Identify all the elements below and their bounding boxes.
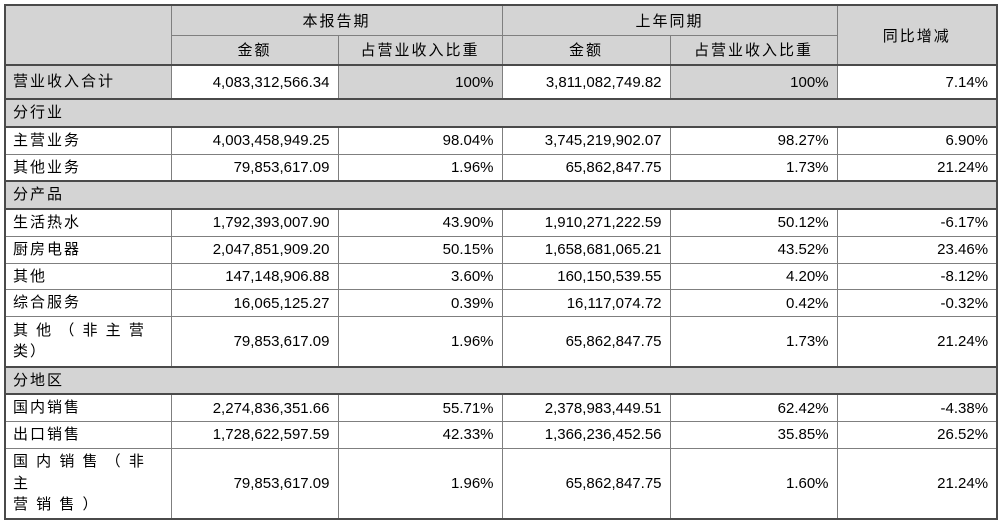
prior-amount-cell: 65,862,847.75 (501, 316, 671, 367)
section-label-cell: 分行业 (4, 98, 998, 128)
table-row: 生活热水 1,792,393,007.90 43.90% 1,910,271,222.… (4, 208, 998, 237)
table-row: 出口销售 1,728,622,597.59 42.33% 1,366,236,452.… (4, 421, 998, 449)
section-label-cell: 分地区 (4, 365, 998, 396)
table-row: 其他 147,148,906.88 3.60% 160,150,539.55 4.20%… (4, 262, 998, 291)
row-label-cell: 国 内 销 售 （ 非 主 营 销 售 ） (4, 447, 172, 520)
current-ratio-cell: 50.15% (337, 235, 503, 264)
current-amount-cell: 79,853,617.09 (170, 447, 339, 520)
current-ratio-cell: 55.71% (337, 393, 503, 423)
table-row: 其他业务 79,853,617.09 1.96% 65,862,847.75 1.73%… (4, 153, 998, 182)
current-amount-cell: 4,083,312,566.34 (170, 64, 339, 100)
prior-ratio-cell: 50.12% (669, 208, 838, 237)
current-amount-cell: 4,003,458,949.25 (170, 126, 339, 155)
current-amount-cell: 79,853,617.09 (170, 153, 339, 182)
row-label-cell: 厨房电器 (4, 235, 172, 264)
prior-ratio-cell: 100% (669, 64, 838, 100)
table-row: 厨房电器 2,047,851,909.20 50.15% 1,658,681,065.… (4, 235, 998, 264)
prior-ratio-cell: 98.27% (669, 126, 838, 155)
current-amount-cell: 2,047,851,909.20 (170, 235, 339, 264)
current-amount-cell: 2,274,836,351.66 (170, 393, 339, 423)
row-label-cell: 主营业务 (4, 126, 172, 155)
section-header-row: 分地区 (4, 365, 998, 396)
current-amount-cell: 1,792,393,007.90 (170, 208, 339, 237)
yoy-cell: -8.12% (836, 262, 998, 291)
prior-amount-cell: 2,378,983,449.51 (501, 393, 671, 423)
section-label-cell: 分产品 (4, 180, 998, 210)
row-label-cell: 其他业务 (4, 153, 172, 182)
revenue-composition-table: 本报告期 上年同期 同比增减 金额 占营业收入比重 金额 占营业收入比重 营业收… (4, 4, 999, 520)
prior-ratio-cell: 35.85% (669, 421, 838, 449)
prior-amount-cell: 65,862,847.75 (501, 447, 671, 520)
prior-ratio-cell: 1.73% (669, 316, 838, 367)
prior-ratio-header: 占营业收入比重 (669, 34, 838, 66)
current-ratio-cell: 1.96% (337, 447, 503, 520)
prior-period-group-header: 上年同期 (501, 4, 838, 36)
corner-cell (4, 4, 172, 66)
yoy-cell: 23.46% (836, 235, 998, 264)
row-label-cell: 生活热水 (4, 208, 172, 237)
prior-ratio-cell: 1.60% (669, 447, 838, 520)
row-label-cell: 营业收入合计 (4, 64, 172, 100)
current-ratio-cell: 1.96% (337, 316, 503, 367)
current-period-group-header: 本报告期 (170, 4, 503, 36)
yoy-cell: -0.32% (836, 289, 998, 317)
table-row: 国内销售 2,274,836,351.66 55.71% 2,378,983,449.… (4, 393, 998, 423)
yoy-cell: 7.14% (836, 64, 998, 100)
yoy-cell: 21.24% (836, 153, 998, 182)
prior-ratio-cell: 62.42% (669, 393, 838, 423)
yoy-change-header: 同比增减 (836, 4, 998, 66)
current-amount-cell: 147,148,906.88 (170, 262, 339, 291)
current-ratio-cell: 1.96% (337, 153, 503, 182)
current-amount-header: 金额 (170, 34, 339, 66)
current-amount-cell: 1,728,622,597.59 (170, 421, 339, 449)
prior-ratio-cell: 0.42% (669, 289, 838, 317)
current-ratio-cell: 100% (337, 64, 503, 100)
yoy-cell: 21.24% (836, 447, 998, 520)
table-row: 其 他 （ 非 主 营 类） 79,853,617.09 1.96% 65,862,8… (4, 316, 998, 367)
current-amount-cell: 79,853,617.09 (170, 316, 339, 367)
section-header-row: 分行业 (4, 98, 998, 128)
yoy-cell: 6.90% (836, 126, 998, 155)
table-row: 营业收入合计 4,083,312,566.34 100% 3,811,082,749.… (4, 64, 998, 100)
header-row-groups: 本报告期 上年同期 同比增减 (4, 4, 998, 66)
current-ratio-header: 占营业收入比重 (337, 34, 503, 66)
prior-amount-cell: 1,366,236,452.56 (501, 421, 671, 449)
prior-amount-cell: 16,117,074.72 (501, 289, 671, 317)
current-ratio-cell: 3.60% (337, 262, 503, 291)
current-ratio-cell: 98.04% (337, 126, 503, 155)
row-label-cell: 综合服务 (4, 289, 172, 317)
yoy-cell: 26.52% (836, 421, 998, 449)
table-body: 营业收入合计 4,083,312,566.34 100% 3,811,082,749.… (4, 64, 998, 520)
table-header: 本报告期 上年同期 同比增减 金额 占营业收入比重 金额 占营业收入比重 (4, 4, 998, 66)
yoy-cell: 21.24% (836, 316, 998, 367)
prior-amount-cell: 160,150,539.55 (501, 262, 671, 291)
section-header-row: 分产品 (4, 180, 998, 210)
prior-amount-header: 金额 (501, 34, 671, 66)
prior-amount-cell: 1,658,681,065.21 (501, 235, 671, 264)
prior-amount-cell: 65,862,847.75 (501, 153, 671, 182)
prior-amount-cell: 1,910,271,222.59 (501, 208, 671, 237)
table-row: 国 内 销 售 （ 非 主 营 销 售 ） 79,853,617.09 1.96% 6… (4, 447, 998, 520)
yoy-cell: -4.38% (836, 393, 998, 423)
current-amount-cell: 16,065,125.27 (170, 289, 339, 317)
row-label-cell: 国内销售 (4, 393, 172, 423)
current-ratio-cell: 43.90% (337, 208, 503, 237)
prior-ratio-cell: 4.20% (669, 262, 838, 291)
table-row: 主营业务 4,003,458,949.25 98.04% 3,745,219,902.… (4, 126, 998, 155)
row-label-cell: 其 他 （ 非 主 营 类） (4, 316, 172, 367)
table-row: 综合服务 16,065,125.27 0.39% 16,117,074.72 0.42%… (4, 289, 998, 317)
row-label-cell: 其他 (4, 262, 172, 291)
header-row-columns: 金额 占营业收入比重 金额 占营业收入比重 (5, 34, 997, 66)
row-label-cell: 出口销售 (4, 421, 172, 449)
current-ratio-cell: 42.33% (337, 421, 503, 449)
prior-ratio-cell: 1.73% (669, 153, 838, 182)
yoy-cell: -6.17% (836, 208, 998, 237)
prior-amount-cell: 3,745,219,902.07 (501, 126, 671, 155)
prior-amount-cell: 3,811,082,749.82 (501, 64, 671, 100)
current-ratio-cell: 0.39% (337, 289, 503, 317)
prior-ratio-cell: 43.52% (669, 235, 838, 264)
